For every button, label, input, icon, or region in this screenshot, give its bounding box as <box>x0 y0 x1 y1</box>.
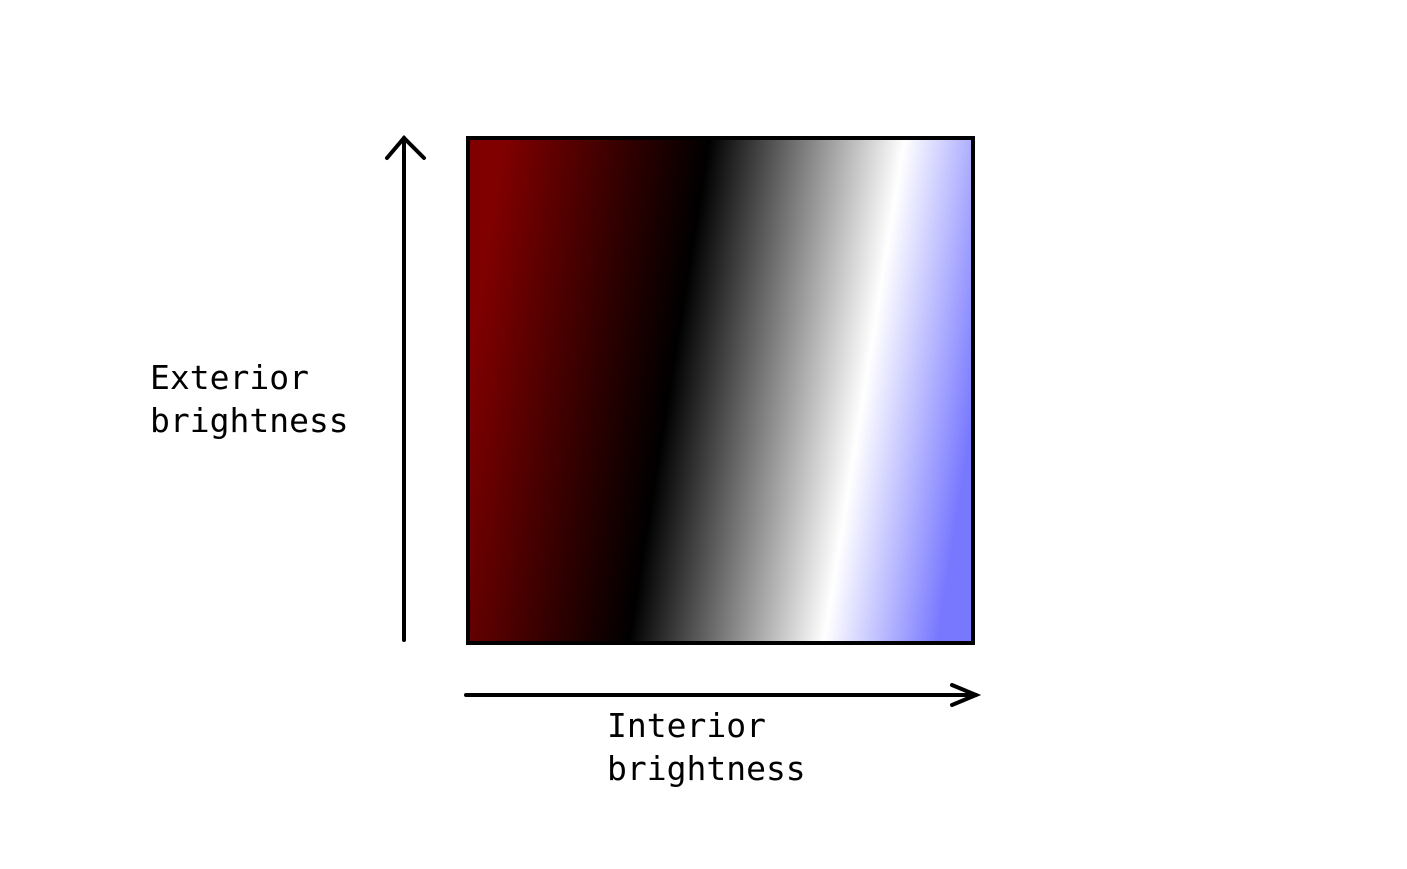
x-axis-label-line-1: Interior <box>607 706 766 745</box>
y-axis-label-line-1: Exterior <box>150 358 309 397</box>
gradient-fill <box>470 140 971 641</box>
y-axis-label: Exterior brightness <box>150 356 349 442</box>
gradient-field <box>470 140 971 641</box>
x-axis-arrow <box>464 683 982 707</box>
y-axis-arrow <box>385 135 426 642</box>
y-axis-label-line-2: brightness <box>150 401 349 440</box>
brightness-gradient-square <box>466 136 975 645</box>
x-axis-label: Interior brightness <box>607 704 806 790</box>
x-axis-label-line-2: brightness <box>607 749 806 788</box>
